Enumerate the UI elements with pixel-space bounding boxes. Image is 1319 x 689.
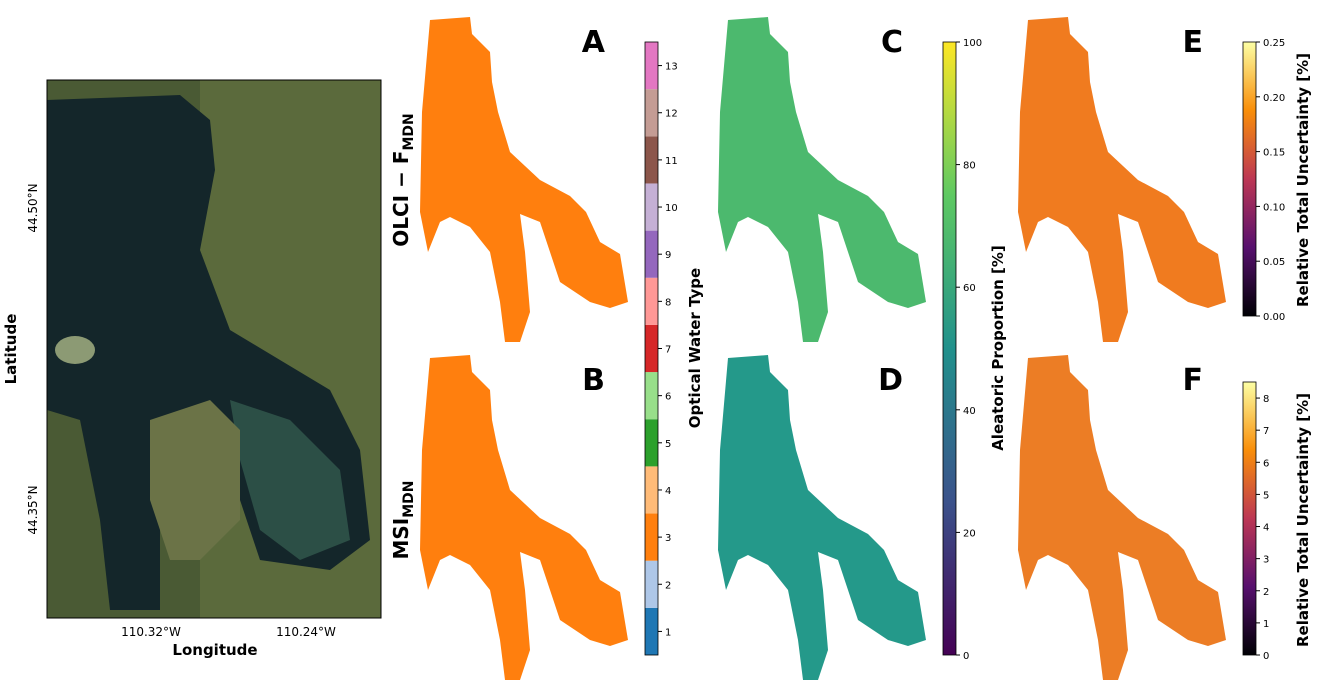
colorbar-tick-label: 0.15 bbox=[1263, 148, 1285, 159]
colorbar-swatch bbox=[645, 278, 658, 325]
colorbar-tick-label: 3 bbox=[665, 533, 671, 544]
x-tick-label: 110.24°W bbox=[276, 625, 336, 639]
row-label-subscript: MDN bbox=[401, 113, 417, 150]
colorbar-swatch bbox=[645, 42, 658, 89]
colorbar-tick-label: 0.20 bbox=[1263, 93, 1285, 104]
colorbar-label: Aleatoric Proportion [%] bbox=[989, 245, 1007, 451]
colorbar-tick-label: 0 bbox=[1263, 651, 1269, 662]
colorbar-tick-label: 12 bbox=[665, 109, 678, 120]
colorbar-tick-label: 2 bbox=[665, 580, 671, 591]
colorbar-tick-label: 60 bbox=[963, 283, 976, 294]
row-label-subscript: MDN bbox=[401, 480, 417, 517]
colorbar-tick-label: 3 bbox=[1263, 555, 1269, 566]
colorbar-tick-label: 9 bbox=[665, 250, 671, 261]
row-label-text: OLCI − F bbox=[389, 151, 413, 247]
satellite-image bbox=[47, 80, 381, 618]
row-label-text: MSI bbox=[389, 518, 413, 560]
colorbar-tick-label: 0.00 bbox=[1263, 312, 1285, 323]
colorbar-tick-label: 4 bbox=[665, 486, 671, 497]
colorbar-tick-label: 13 bbox=[665, 62, 678, 73]
y-axis-label: Latitude bbox=[2, 314, 20, 385]
colorbar-tick-label: 7 bbox=[1263, 426, 1269, 437]
x-tick-label: 110.32°W bbox=[121, 625, 181, 639]
colorbar-tick-label: 100 bbox=[963, 38, 982, 49]
panel-letter: F bbox=[1183, 363, 1204, 398]
colorbar-gradient bbox=[943, 42, 956, 655]
row-label: OLCI − FMDN bbox=[389, 113, 417, 247]
colorbar-gradient bbox=[1243, 42, 1256, 316]
colorbar-tick-label: 6 bbox=[1263, 458, 1269, 469]
colorbar-swatch bbox=[645, 561, 658, 608]
colorbar-tick-label: 20 bbox=[963, 528, 976, 539]
colorbar-swatch bbox=[645, 419, 658, 466]
colorbar-swatch bbox=[645, 183, 658, 230]
panel-letter: D bbox=[878, 363, 903, 398]
colorbar-label: Relative Total Uncertainty [%] bbox=[1294, 393, 1312, 647]
colorbar-swatch bbox=[645, 325, 658, 372]
water-map bbox=[420, 355, 628, 680]
colorbar-tick-label: 1 bbox=[1263, 619, 1269, 630]
colorbar-label: Optical Water Type bbox=[686, 268, 704, 428]
colorbar-tick-label: 80 bbox=[963, 161, 976, 172]
colorbar-tick-label: 0.25 bbox=[1263, 38, 1285, 49]
y-tick-label: 44.50°N bbox=[26, 183, 40, 232]
water-map bbox=[718, 355, 926, 680]
colorbar-label: Relative Total Uncertainty [%] bbox=[1294, 53, 1312, 307]
panel-letter: C bbox=[881, 25, 903, 60]
colorbar-tick-label: 8 bbox=[1263, 394, 1269, 405]
colorbar-swatch bbox=[645, 372, 658, 419]
colorbar-tick-label: 0.10 bbox=[1263, 202, 1285, 213]
colorbar-swatch bbox=[645, 608, 658, 655]
colorbar-tick-label: 5 bbox=[665, 439, 671, 450]
colorbar-swatch bbox=[645, 136, 658, 183]
y-tick-label: 44.35°N bbox=[26, 485, 40, 534]
water-map bbox=[718, 17, 926, 342]
colorbar-gradient bbox=[1243, 382, 1256, 655]
colorbar-swatch bbox=[645, 514, 658, 561]
panel-letter: E bbox=[1183, 25, 1204, 60]
colorbar-tick-label: 40 bbox=[963, 406, 976, 417]
panel-letter: B bbox=[582, 363, 605, 398]
colorbar-tick-label: 11 bbox=[665, 156, 678, 167]
water-map bbox=[420, 17, 628, 342]
colorbar-swatch bbox=[645, 466, 658, 513]
panel-letter: A bbox=[582, 25, 606, 60]
colorbar-tick-label: 4 bbox=[1263, 523, 1269, 534]
colorbar-tick-label: 0 bbox=[963, 651, 969, 662]
colorbar-swatch bbox=[645, 89, 658, 136]
colorbar-swatch bbox=[645, 231, 658, 278]
colorbar-tick-label: 0.05 bbox=[1263, 257, 1285, 268]
colorbar-tick-label: 8 bbox=[665, 297, 671, 308]
water-map bbox=[1018, 355, 1226, 680]
colorbar-tick-label: 7 bbox=[665, 345, 671, 356]
x-axis-label: Longitude bbox=[172, 641, 257, 659]
water-map bbox=[1018, 17, 1226, 342]
figure: Latitude Longitude 44.50°N 44.35°N 110.3… bbox=[0, 0, 1319, 685]
page: Latitude Longitude 44.50°N 44.35°N 110.3… bbox=[0, 0, 1319, 689]
colorbar-tick-label: 5 bbox=[1263, 490, 1269, 501]
colorbar-tick-label: 2 bbox=[1263, 587, 1269, 598]
colorbar-tick-label: 6 bbox=[665, 392, 671, 403]
colorbar-tick-label: 10 bbox=[665, 203, 678, 214]
colorbar-tick-label: 1 bbox=[665, 627, 671, 638]
row-label: MSIMDN bbox=[389, 480, 417, 559]
